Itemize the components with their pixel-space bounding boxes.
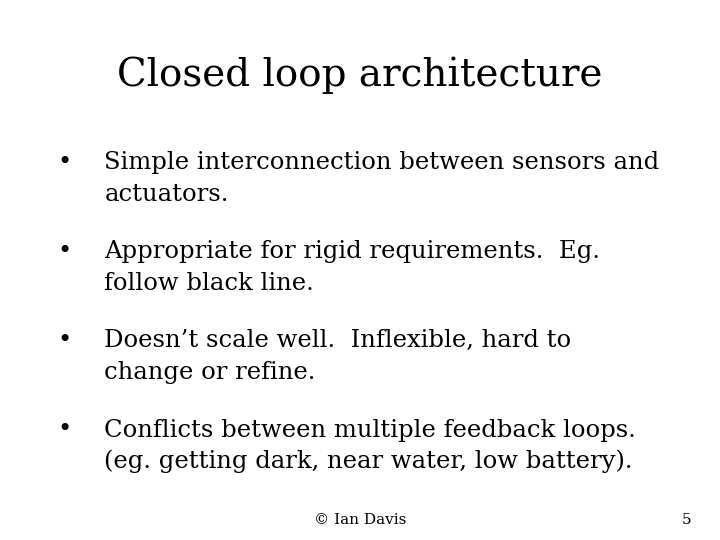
- Text: •: •: [58, 240, 72, 264]
- Text: Doesn’t scale well.  Inflexible, hard to: Doesn’t scale well. Inflexible, hard to: [104, 329, 572, 353]
- Text: change or refine.: change or refine.: [104, 361, 316, 384]
- Text: •: •: [58, 151, 72, 174]
- Text: •: •: [58, 329, 72, 353]
- Text: (eg. getting dark, near water, low battery).: (eg. getting dark, near water, low batte…: [104, 450, 633, 474]
- Text: 5: 5: [682, 512, 691, 526]
- Text: Appropriate for rigid requirements.  Eg.: Appropriate for rigid requirements. Eg.: [104, 240, 600, 264]
- Text: actuators.: actuators.: [104, 183, 229, 206]
- Text: © Ian Davis: © Ian Davis: [314, 512, 406, 526]
- Text: Conflicts between multiple feedback loops.: Conflicts between multiple feedback loop…: [104, 418, 636, 442]
- Text: •: •: [58, 418, 72, 442]
- Text: follow black line.: follow black line.: [104, 272, 314, 295]
- Text: Simple interconnection between sensors and: Simple interconnection between sensors a…: [104, 151, 660, 174]
- Text: Closed loop architecture: Closed loop architecture: [117, 57, 603, 94]
